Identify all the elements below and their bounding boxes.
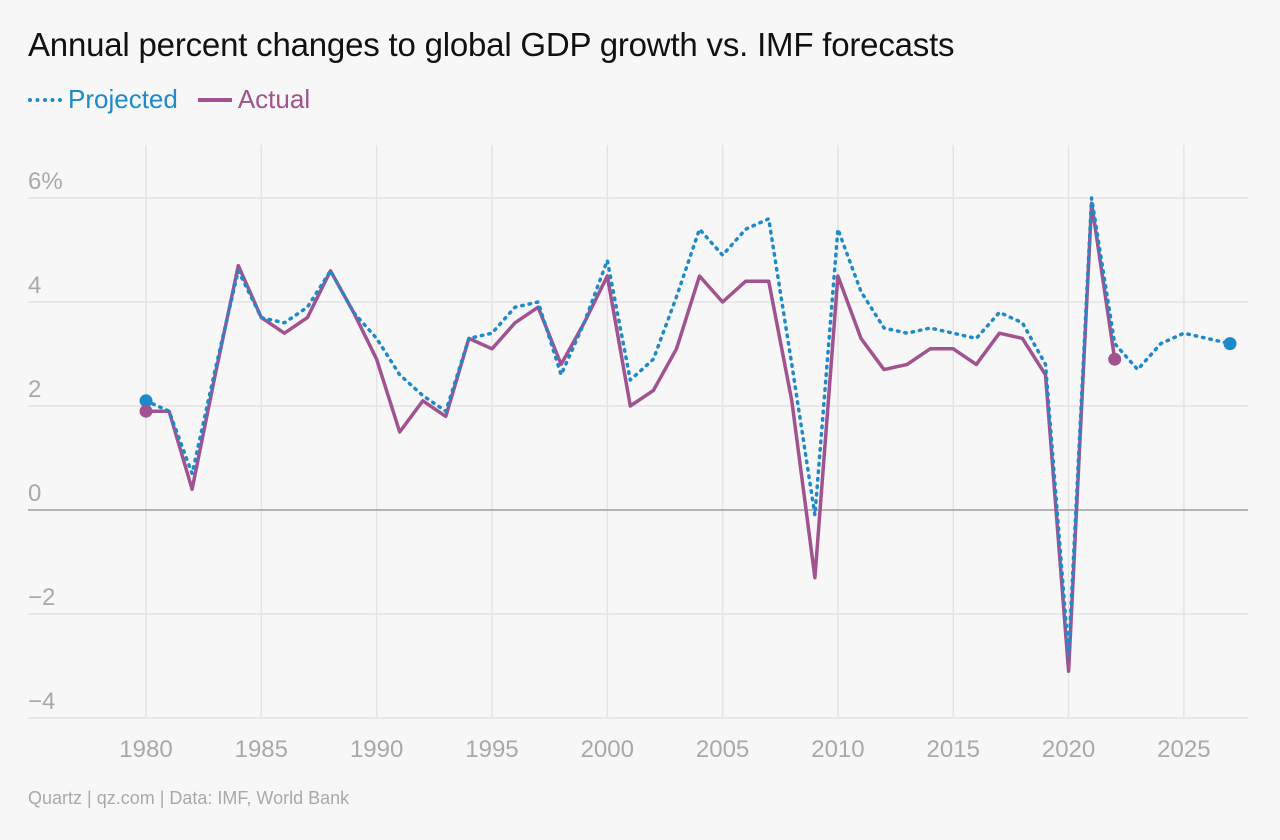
- x-tick-label-2025: 2025: [1157, 736, 1210, 763]
- x-tick-label-2015: 2015: [927, 736, 980, 763]
- legend-swatch-actual: [197, 97, 232, 102]
- grid-layer: [28, 145, 1248, 719]
- y-tick-label-5: −4: [28, 688, 55, 715]
- x-tick-label-1985: 1985: [235, 736, 288, 763]
- chart-title: Annual percent changes to global GDP gro…: [28, 26, 955, 63]
- legend-label-projected: Projected: [68, 84, 178, 114]
- legend-item-projected: Projected: [28, 84, 178, 115]
- legend-label-actual: Actual: [237, 84, 311, 114]
- projected-end-point: [1223, 337, 1237, 351]
- x-tick-label-2005: 2005: [696, 736, 749, 763]
- y-axis-ticks: 6% 4 2 0 −2 −4: [28, 168, 63, 715]
- legend-item-actual: Actual: [197, 84, 311, 115]
- y-tick-label-0: 6%: [28, 168, 63, 195]
- x-tick-label-2000: 2000: [581, 736, 634, 763]
- projected-start-point: [139, 394, 153, 408]
- y-tick-label-2: 2: [28, 376, 41, 403]
- x-tick-label-1990: 1990: [350, 736, 403, 763]
- chart-legend: Projected Actual: [28, 84, 330, 115]
- series-line-projected: [144, 196, 1232, 658]
- x-tick-label-1980: 1980: [119, 736, 172, 763]
- y-tick-label-3: 0: [28, 480, 41, 507]
- legend-swatch-projected: [28, 97, 62, 102]
- actual-start-point: [139, 404, 153, 418]
- x-tick-label-1995: 1995: [465, 736, 518, 763]
- series-layer: [139, 196, 1237, 673]
- x-tick-label-2010: 2010: [811, 736, 864, 763]
- y-tick-label-1: 4: [28, 272, 41, 299]
- y-tick-label-4: −2: [28, 584, 55, 611]
- source-credit: Quartz | qz.com | Data: IMF, World Bank: [28, 788, 350, 808]
- series-line-actual: [144, 201, 1117, 673]
- x-axis-ticks: 1980 1985 1990 1995 2000 2005 2010 2015 2020 2025: [119, 736, 1210, 763]
- actual-end-point: [1108, 352, 1122, 366]
- x-tick-label-2020: 2020: [1042, 736, 1095, 763]
